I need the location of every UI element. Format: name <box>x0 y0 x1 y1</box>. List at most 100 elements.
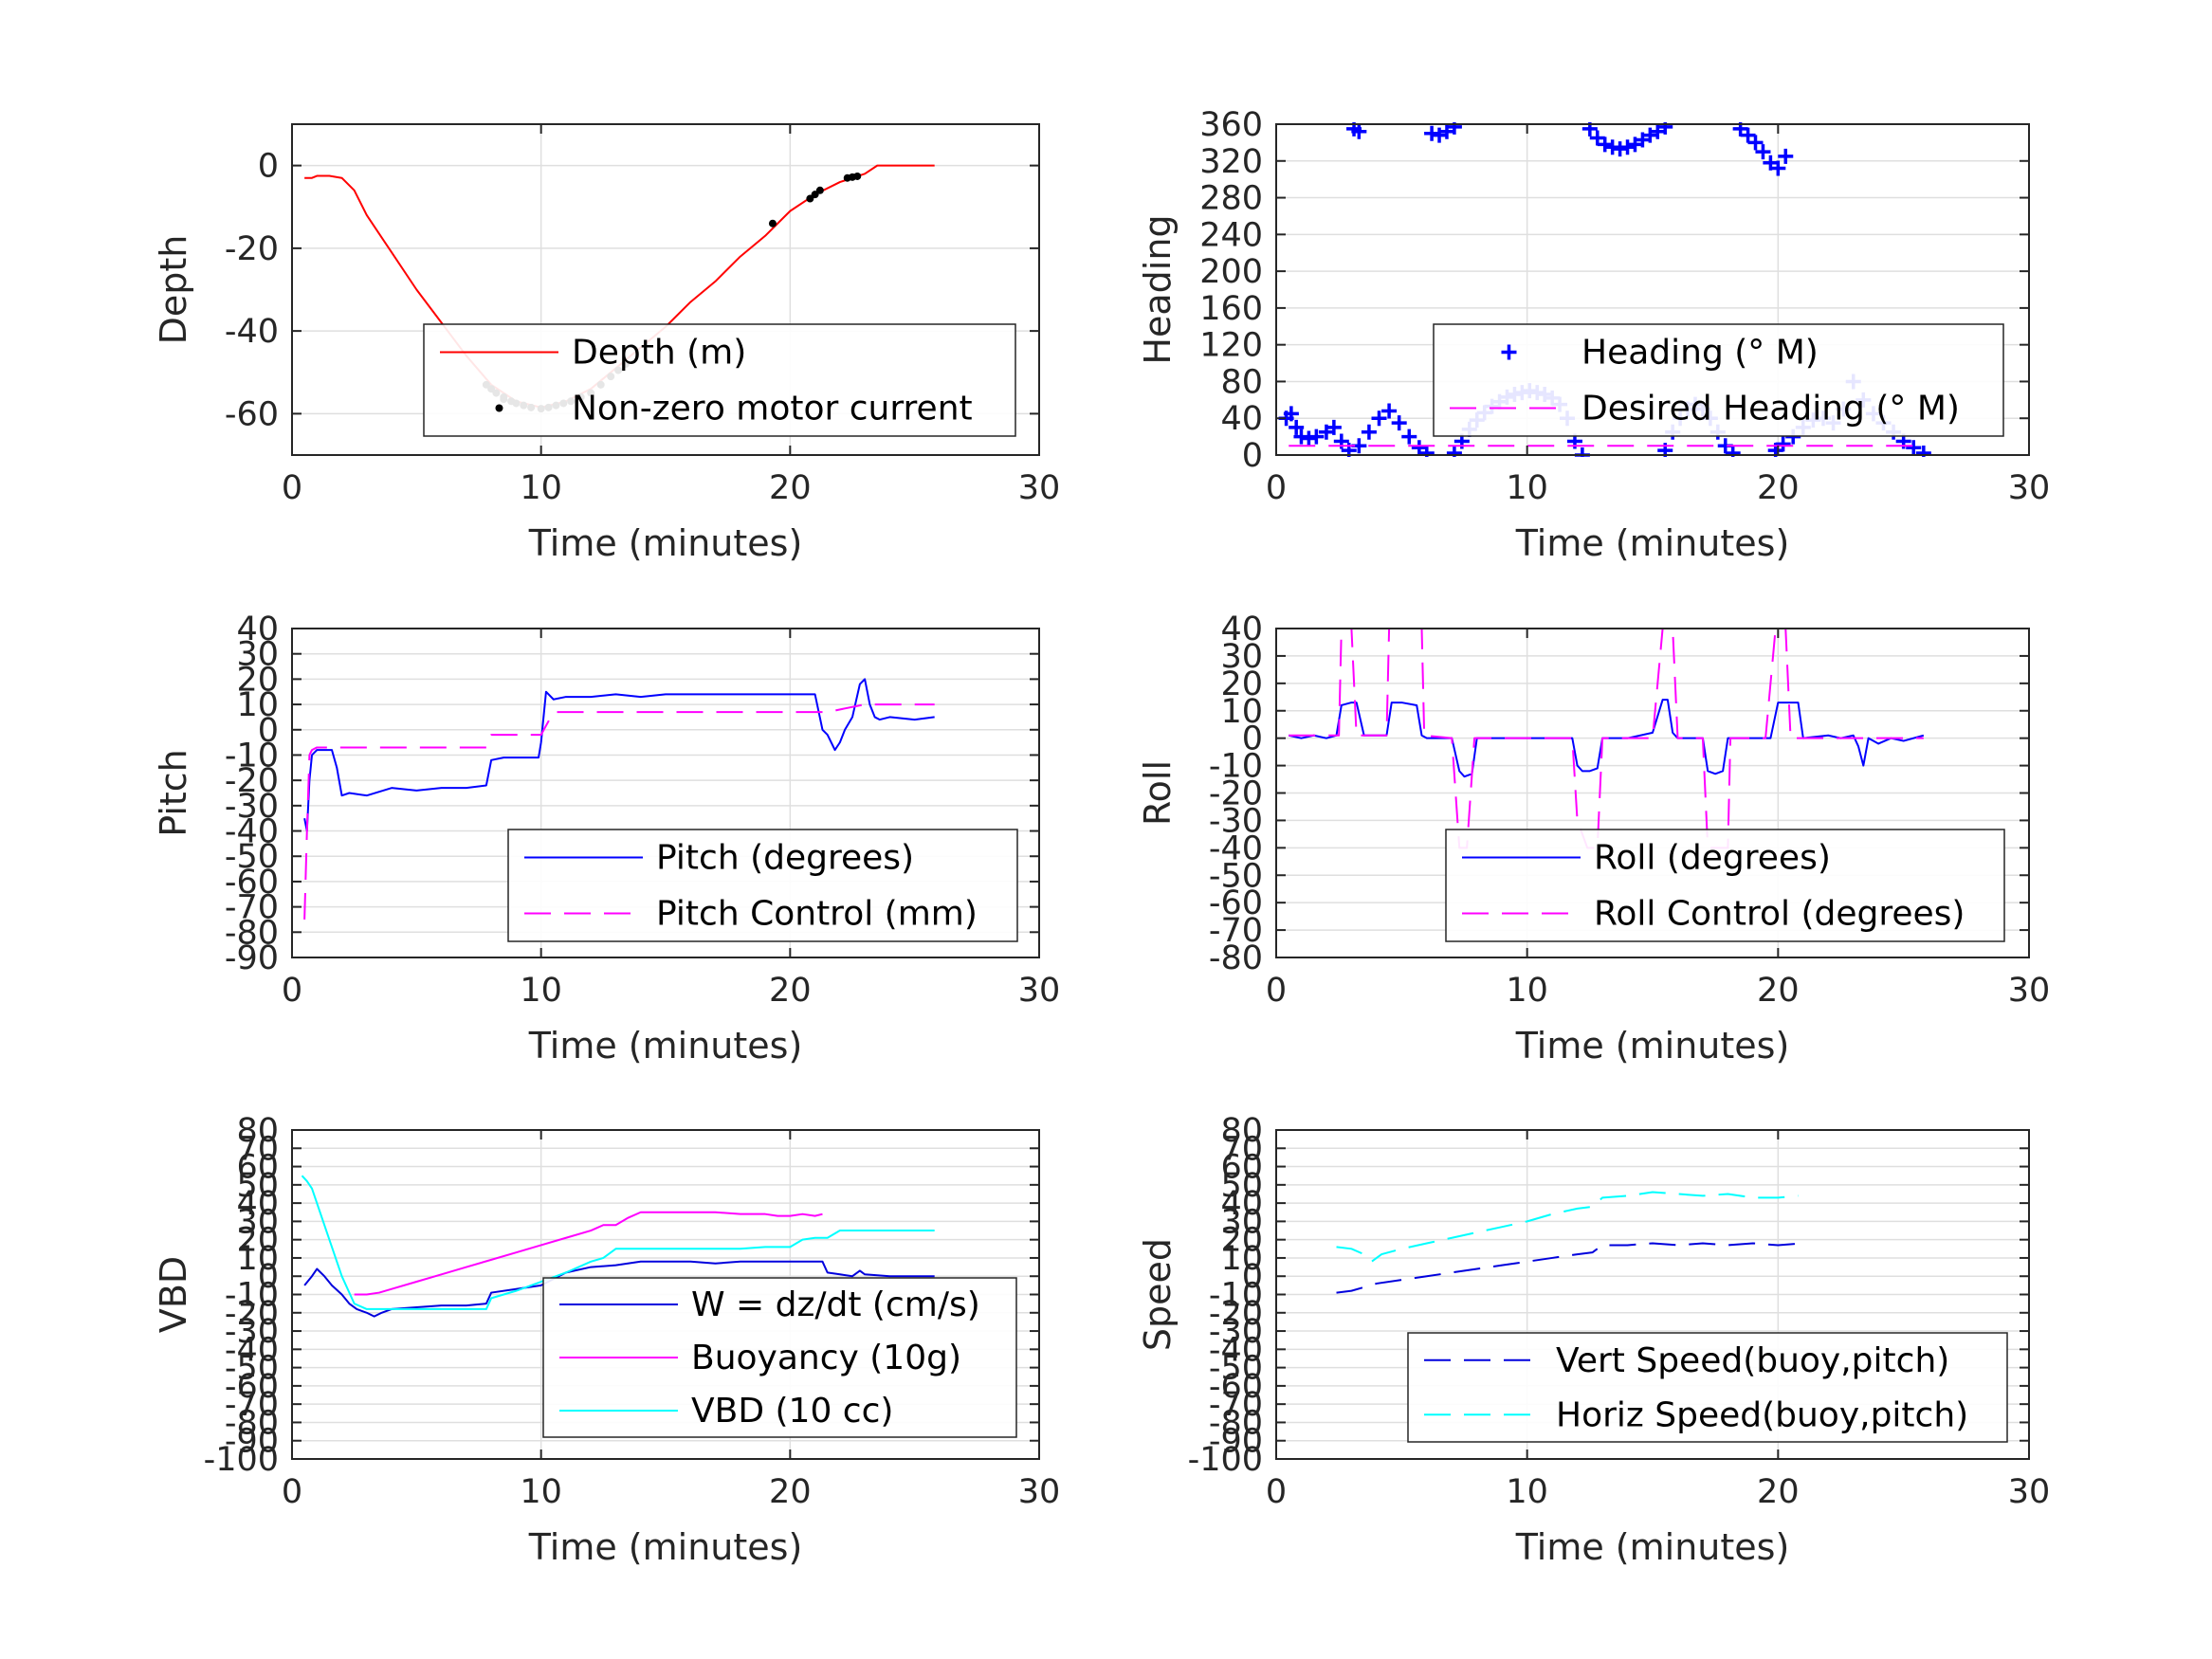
y-tick-label: 80 <box>1220 1112 1263 1150</box>
y-tick-label: -20 <box>1209 1295 1263 1333</box>
data-point <box>1778 148 1794 164</box>
y-tick-label: 20 <box>1220 1222 1263 1260</box>
y-tick-label: -10 <box>225 1277 279 1315</box>
y-tick-label: 50 <box>236 1167 279 1205</box>
data-point <box>1391 415 1407 431</box>
legend: Pitch (degrees) Pitch Control (mm) <box>507 829 1018 942</box>
y-tick-label: -40 <box>225 813 279 851</box>
data-point <box>853 172 862 180</box>
y-tick-label: 40 <box>236 1185 279 1223</box>
legend-label-2: Roll Control (degrees) <box>1594 895 1965 934</box>
y-tick-label: -60 <box>225 1368 279 1406</box>
data-point <box>1371 410 1387 427</box>
y-tick-label: -70 <box>1209 1386 1263 1424</box>
subplot-3: 0 10 20 30403020100-10-20-30-40-50-60-70-80… <box>153 611 1060 1066</box>
x-tick-label: 30 <box>1018 1473 1061 1511</box>
y-tick-label: 10 <box>1220 1240 1263 1278</box>
series-line-1 <box>1289 699 1925 778</box>
legend-swatch-1 <box>1501 344 1517 360</box>
y-tick-label: -90 <box>225 1423 279 1461</box>
x-tick-label: 30 <box>2008 972 2051 1010</box>
legend-label-2: Horiz Speed(buoy,pitch) <box>1556 1395 1968 1434</box>
axes-frame <box>291 123 1040 456</box>
x-tick-label: 20 <box>1757 469 1800 507</box>
y-tick-label: 240 <box>1199 216 1263 254</box>
legend: Heading (° M) Desired Heading (° M) <box>1433 323 2004 437</box>
x-tick-label: 30 <box>1018 972 1061 1010</box>
y-tick-label: 40 <box>236 611 279 648</box>
legend-label-1: Vert Speed(buoy,pitch) <box>1556 1341 1949 1380</box>
series-group <box>301 1175 935 1318</box>
series-line-2 <box>1336 1191 1799 1263</box>
y-tick-label: 0 <box>258 1258 279 1296</box>
subplot-4: 0 10 20 30403020100-10-20-30-40-50-60-70-80… <box>1137 611 2050 1066</box>
y-tick-label: -100 <box>204 1441 279 1479</box>
y-tick-label: 280 <box>1199 180 1263 218</box>
data-point <box>1351 123 1367 139</box>
series-line-2 <box>354 1211 823 1296</box>
y-tick-label: -60 <box>225 864 279 902</box>
data-point <box>1424 125 1440 141</box>
y-tick-label: 0 <box>1242 437 1263 475</box>
y-tick-label: 70 <box>1220 1130 1263 1168</box>
y-tick-label: 60 <box>236 1149 279 1187</box>
data-point <box>1770 160 1786 176</box>
y-tick-label: 0 <box>1242 720 1263 758</box>
data-point <box>1915 446 1931 457</box>
data-point <box>815 186 824 194</box>
series-group <box>1336 1191 1803 1294</box>
y-tick-label: 30 <box>1220 638 1263 676</box>
legend-box <box>507 829 1018 942</box>
data-point <box>806 194 814 203</box>
y-tick-label: 10 <box>1220 693 1263 731</box>
y-tick-label: -80 <box>1209 1404 1263 1442</box>
y-axis-label: Roll <box>1137 760 1179 826</box>
y-tick-label: -20 <box>1209 775 1263 813</box>
axes-frame <box>1275 123 2030 456</box>
y-tick-label: -30 <box>1209 802 1263 840</box>
legend-label-1: Pitch (degrees) <box>656 839 914 878</box>
y-tick-label: 360 <box>1199 106 1263 144</box>
subplot-5: 0 10 20 3080706050403020100-10-20-30-40-50-… <box>153 1112 1060 1568</box>
subplot-6: 0 10 20 3080706050403020100-10-20-30-40-50-… <box>1137 1112 2050 1568</box>
data-point <box>1755 144 1771 160</box>
x-tick-label: 0 <box>1266 972 1287 1010</box>
data-point <box>1446 122 1462 135</box>
legend: Vert Speed(buoy,pitch) Horiz Speed(buoy,p… <box>1407 1332 2008 1443</box>
y-tick-label: 40 <box>1220 1185 1263 1223</box>
y-tick-label: 10 <box>236 1240 279 1278</box>
data-point <box>811 191 819 199</box>
y-tick-label: -40 <box>225 313 279 351</box>
y-tick-label: -10 <box>1209 1277 1263 1315</box>
legend-label-3: VBD (10 cc) <box>691 1392 893 1431</box>
x-axis-label: Time (minutes) <box>1515 1025 1790 1066</box>
axes-frame <box>291 628 1040 958</box>
data-point <box>1906 440 1922 456</box>
legend-swatch-2 <box>495 404 503 412</box>
y-axis-label: Heading <box>1137 214 1179 364</box>
y-tick-label: 20 <box>236 661 279 699</box>
data-point <box>1619 139 1636 155</box>
x-tick-label: 0 <box>282 1473 302 1511</box>
legend: Roll (degrees) Roll Control (degrees) <box>1445 829 2005 942</box>
y-axis-label: VBD <box>153 1256 194 1333</box>
x-tick-label: 10 <box>520 972 562 1010</box>
y-tick-label: -50 <box>1209 857 1263 895</box>
x-tick-label: 0 <box>1266 1473 1287 1511</box>
x-tick-label: 20 <box>769 1473 812 1511</box>
x-axis-label: Time (minutes) <box>528 1025 803 1066</box>
legend-box <box>1433 323 2004 437</box>
data-point <box>1381 403 1398 419</box>
data-point <box>1747 135 1764 151</box>
y-tick-label: -80 <box>225 1404 279 1442</box>
x-tick-label: 10 <box>1506 469 1548 507</box>
data-point <box>1361 424 1377 440</box>
data-point <box>1775 436 1791 452</box>
y-tick-label: -40 <box>1209 830 1263 867</box>
y-axis-label: Speed <box>1137 1238 1179 1351</box>
y-tick-label: -60 <box>225 395 279 433</box>
series-group <box>303 678 935 920</box>
y-tick-label: 120 <box>1199 327 1263 365</box>
x-tick-label: 10 <box>520 469 562 507</box>
